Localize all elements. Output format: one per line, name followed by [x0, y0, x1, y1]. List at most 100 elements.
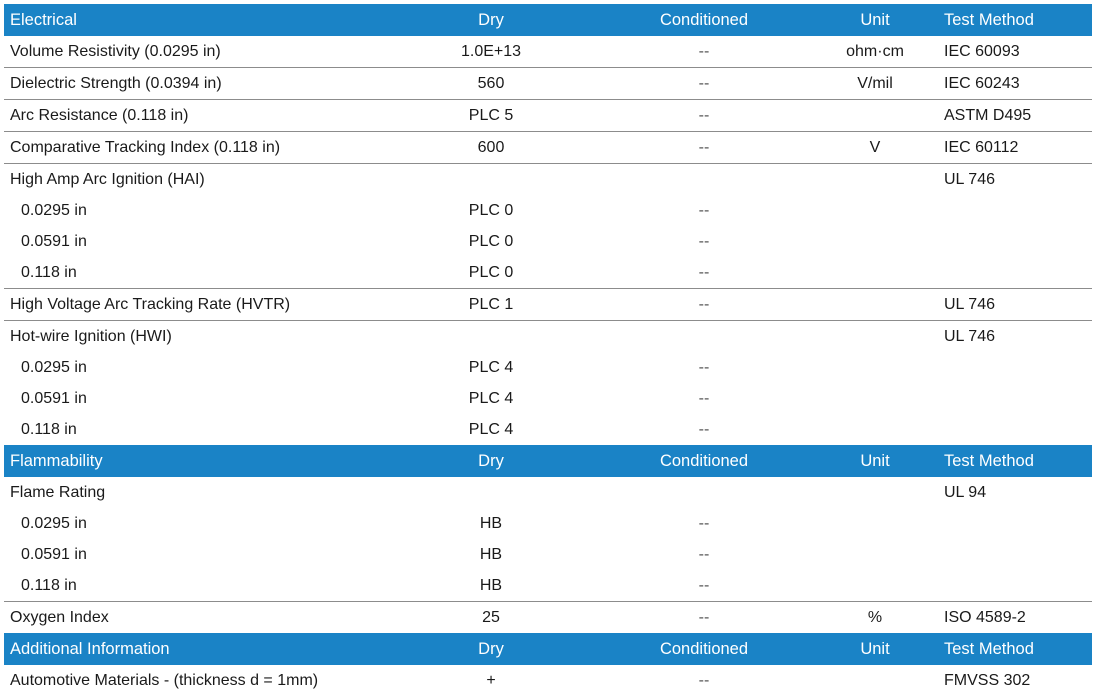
- unit-column-header: Unit: [860, 640, 890, 658]
- dry-value: PLC 5: [468, 107, 514, 124]
- dry-value: PLC 0: [468, 202, 514, 219]
- test-method: IEC 60112: [944, 139, 1019, 156]
- conditioned-value: --: [698, 515, 710, 532]
- section-title: Additional Information: [10, 640, 170, 658]
- property-name: Comparative Tracking Index (0.118 in): [10, 139, 281, 156]
- test-method: ISO 4589-2: [944, 609, 1026, 626]
- table-row: High Amp Arc Ignition (HAI) UL 746: [4, 164, 1092, 195]
- conditioned-value: --: [698, 296, 710, 313]
- table-row: Flame Rating UL 94: [4, 477, 1092, 508]
- property-name: Hot-wire Ignition (HWI): [10, 328, 172, 345]
- conditioned-value: --: [698, 75, 710, 92]
- test-method: IEC 60243: [944, 75, 1020, 92]
- conditioned-value: --: [698, 390, 710, 407]
- test-method: UL 746: [944, 171, 995, 188]
- table-subrow: 0.0591 in PLC 0 --: [4, 226, 1092, 257]
- test-method: UL 94: [944, 484, 987, 501]
- conditioned-value: --: [698, 577, 710, 594]
- dry-value: PLC 4: [468, 421, 514, 438]
- table-row: High Voltage Arc Tracking Rate (HVTR) PL…: [4, 289, 1092, 321]
- thickness-label: 0.118 in: [21, 264, 77, 281]
- table-subrow: 0.0295 in PLC 4 --: [4, 352, 1092, 383]
- section-title: Flammability: [10, 452, 103, 470]
- table-row: Comparative Tracking Index (0.118 in) 60…: [4, 132, 1092, 164]
- property-name: High Amp Arc Ignition (HAI): [10, 171, 205, 188]
- section-title: Electrical: [10, 11, 77, 29]
- property-name: Automotive Materials - (thickness d = 1m…: [10, 672, 319, 689]
- dry-column-header: Dry: [478, 640, 504, 658]
- dry-column-header: Dry: [478, 11, 504, 29]
- test-method: UL 746: [944, 328, 995, 345]
- dry-value: HB: [479, 577, 503, 594]
- dry-value: +: [486, 672, 496, 689]
- table-row: Arc Resistance (0.118 in) PLC 5 -- ASTM …: [4, 100, 1092, 132]
- dry-value: 1.0E+13: [460, 43, 522, 60]
- dry-value: PLC 4: [468, 390, 514, 407]
- conditioned-value: --: [698, 264, 710, 281]
- unit-value: V: [869, 139, 881, 156]
- thickness-label: 0.0591 in: [21, 390, 87, 407]
- conditioned-column-header: Conditioned: [659, 11, 749, 29]
- table-subrow: 0.0295 in PLC 0 --: [4, 195, 1092, 226]
- thickness-label: 0.118 in: [21, 421, 77, 438]
- table-row: Hot-wire Ignition (HWI) UL 746: [4, 321, 1092, 352]
- dry-value: HB: [479, 546, 503, 563]
- test-method: ASTM D495: [944, 107, 1032, 124]
- conditioned-value: --: [698, 546, 710, 563]
- table-row: Volume Resistivity (0.0295 in) 1.0E+13 -…: [4, 36, 1092, 68]
- conditioned-value: --: [698, 43, 710, 60]
- dry-value: PLC 0: [468, 264, 514, 281]
- table-subrow: 0.118 in HB --: [4, 570, 1092, 602]
- unit-column-header: Unit: [860, 452, 890, 470]
- thickness-label: 0.0295 in: [21, 202, 87, 219]
- dry-value: PLC 0: [468, 233, 514, 250]
- table-subrow: 0.0591 in PLC 4 --: [4, 383, 1092, 414]
- test-method-column-header: Test Method: [944, 452, 1034, 470]
- property-name: High Voltage Arc Tracking Rate (HVTR): [10, 296, 291, 313]
- table-subrow: 0.0295 in HB --: [4, 508, 1092, 539]
- section-header-flammability: Flammability Dry Conditioned Unit Test M…: [4, 445, 1092, 477]
- conditioned-value: --: [698, 359, 710, 376]
- thickness-label: 0.0591 in: [21, 233, 87, 250]
- table-subrow: 0.0591 in HB --: [4, 539, 1092, 570]
- test-method-column-header: Test Method: [944, 11, 1034, 29]
- test-method: UL 746: [944, 296, 995, 313]
- thickness-label: 0.0295 in: [21, 515, 87, 532]
- thickness-label: 0.118 in: [21, 577, 77, 594]
- property-name: Oxygen Index: [10, 609, 109, 626]
- conditioned-value: --: [698, 202, 710, 219]
- properties-table: Electrical Dry Conditioned Unit Test Met…: [4, 4, 1092, 696]
- test-method: FMVSS 302: [944, 672, 1031, 689]
- dry-value: PLC 4: [468, 359, 514, 376]
- unit-value: %: [867, 609, 883, 626]
- test-method-column-header: Test Method: [944, 640, 1034, 658]
- test-method: IEC 60093: [944, 43, 1020, 60]
- dry-value: PLC 1: [468, 296, 514, 313]
- conditioned-value: --: [698, 672, 710, 689]
- conditioned-value: --: [698, 107, 710, 124]
- property-name: Volume Resistivity (0.0295 in): [10, 43, 221, 60]
- table-subrow: 0.118 in PLC 0 --: [4, 257, 1092, 289]
- conditioned-column-header: Conditioned: [659, 640, 749, 658]
- conditioned-value: --: [698, 139, 710, 156]
- conditioned-value: --: [698, 609, 710, 626]
- property-name: Dielectric Strength (0.0394 in): [10, 75, 222, 92]
- property-name: Flame Rating: [10, 484, 106, 501]
- unit-value: ohm·cm: [846, 43, 904, 60]
- conditioned-value: --: [698, 233, 710, 250]
- unit-value: V/mil: [857, 75, 893, 92]
- table-row: Automotive Materials - (thickness d = 1m…: [4, 665, 1092, 696]
- thickness-label: 0.0591 in: [21, 546, 87, 563]
- table-subrow: 0.118 in PLC 4 --: [4, 414, 1092, 445]
- dry-value: 25: [482, 609, 500, 626]
- conditioned-column-header: Conditioned: [659, 452, 749, 470]
- dry-value: 600: [477, 139, 505, 156]
- unit-column-header: Unit: [860, 11, 890, 29]
- property-name: Arc Resistance (0.118 in): [10, 107, 189, 124]
- dry-column-header: Dry: [478, 452, 504, 470]
- dry-value: 560: [477, 75, 505, 92]
- dry-value: HB: [479, 515, 503, 532]
- section-header-additional-information: Additional Information Dry Conditioned U…: [4, 633, 1092, 665]
- table-row: Dielectric Strength (0.0394 in) 560 -- V…: [4, 68, 1092, 100]
- section-header-electrical: Electrical Dry Conditioned Unit Test Met…: [4, 4, 1092, 36]
